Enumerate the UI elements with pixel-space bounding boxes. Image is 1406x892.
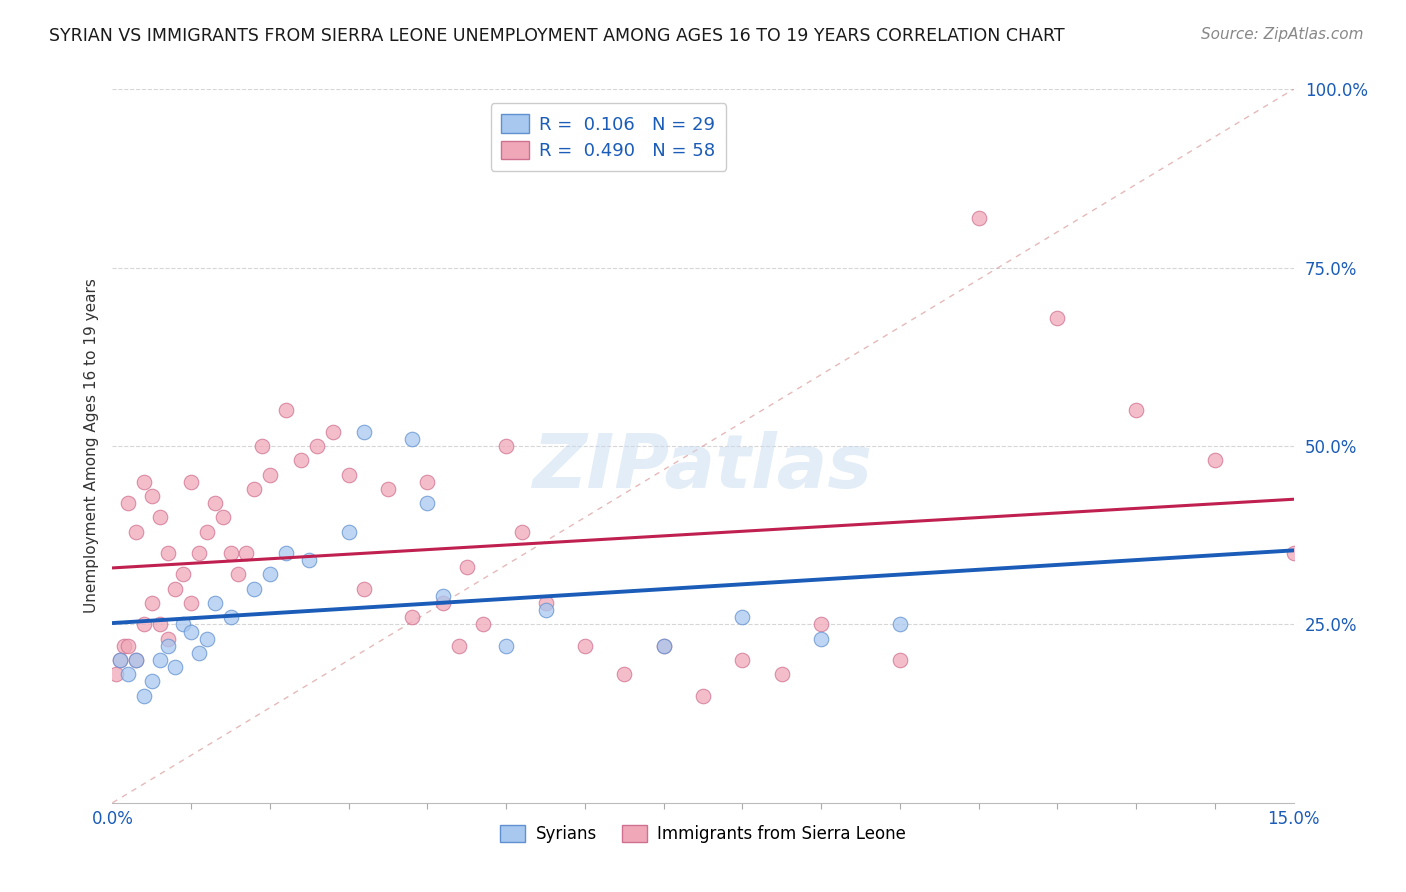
Point — [250, 439, 273, 453]
Point — [770, 667, 793, 681]
Point — [259, 467, 281, 482]
Point — [125, 524, 148, 539]
Point — [195, 632, 218, 646]
Point — [337, 524, 360, 539]
Point — [188, 646, 211, 660]
Point — [243, 582, 266, 596]
Point — [149, 617, 172, 632]
Point — [401, 610, 423, 624]
Point — [110, 653, 132, 667]
Text: SYRIAN VS IMMIGRANTS FROM SIERRA LEONE UNEMPLOYMENT AMONG AGES 16 TO 19 YEARS CO: SYRIAN VS IMMIGRANTS FROM SIERRA LEONE U… — [49, 27, 1064, 45]
Point — [889, 617, 911, 632]
Point — [377, 482, 399, 496]
Point — [456, 560, 478, 574]
Point — [259, 567, 281, 582]
Legend: Syrians, Immigrants from Sierra Leone: Syrians, Immigrants from Sierra Leone — [492, 817, 914, 852]
Point — [692, 689, 714, 703]
Point — [447, 639, 470, 653]
Point — [165, 582, 187, 596]
Point — [172, 567, 194, 582]
Point — [613, 667, 636, 681]
Point — [307, 439, 329, 453]
Point — [353, 425, 375, 439]
Point — [211, 510, 233, 524]
Point — [810, 617, 832, 632]
Point — [125, 653, 148, 667]
Point — [1125, 403, 1147, 417]
Point — [180, 596, 202, 610]
Point — [1204, 453, 1226, 467]
Point — [172, 617, 194, 632]
Point — [810, 632, 832, 646]
Point — [574, 639, 596, 653]
Point — [165, 660, 187, 674]
Point — [204, 596, 226, 610]
Text: Source: ZipAtlas.com: Source: ZipAtlas.com — [1201, 27, 1364, 42]
Point — [652, 639, 675, 653]
Point — [471, 617, 494, 632]
Point — [117, 496, 139, 510]
Point — [117, 667, 139, 681]
Point — [112, 639, 135, 653]
Point — [534, 596, 557, 610]
Point — [337, 467, 360, 482]
Point — [204, 496, 226, 510]
Point — [731, 610, 754, 624]
Point — [274, 403, 297, 417]
Point — [141, 674, 163, 689]
Point — [132, 617, 155, 632]
Point — [416, 475, 439, 489]
Point — [353, 582, 375, 596]
Point — [156, 546, 179, 560]
Point — [652, 639, 675, 653]
Point — [495, 639, 517, 653]
Point — [432, 589, 454, 603]
Point — [243, 482, 266, 496]
Point — [117, 639, 139, 653]
Point — [889, 653, 911, 667]
Point — [731, 653, 754, 667]
Point — [290, 453, 312, 467]
Point — [510, 524, 533, 539]
Point — [322, 425, 344, 439]
Point — [228, 567, 250, 582]
Point — [149, 510, 172, 524]
Point — [235, 546, 257, 560]
Point — [105, 667, 128, 681]
Point — [219, 610, 242, 624]
Point — [141, 489, 163, 503]
Point — [432, 596, 454, 610]
Point — [110, 653, 132, 667]
Point — [188, 546, 211, 560]
Point — [401, 432, 423, 446]
Point — [1046, 310, 1069, 325]
Point — [149, 653, 172, 667]
Point — [156, 632, 179, 646]
Point — [195, 524, 218, 539]
Point — [180, 475, 202, 489]
Text: ZIPatlas: ZIPatlas — [533, 431, 873, 504]
Point — [274, 546, 297, 560]
Point — [416, 496, 439, 510]
Point — [180, 624, 202, 639]
Point — [534, 603, 557, 617]
Point — [298, 553, 321, 567]
Point — [1282, 546, 1305, 560]
Point — [219, 546, 242, 560]
Point — [132, 475, 155, 489]
Point — [141, 596, 163, 610]
Point — [132, 689, 155, 703]
Point — [125, 653, 148, 667]
Point — [495, 439, 517, 453]
Point — [967, 211, 990, 225]
Point — [156, 639, 179, 653]
Y-axis label: Unemployment Among Ages 16 to 19 years: Unemployment Among Ages 16 to 19 years — [83, 278, 98, 614]
